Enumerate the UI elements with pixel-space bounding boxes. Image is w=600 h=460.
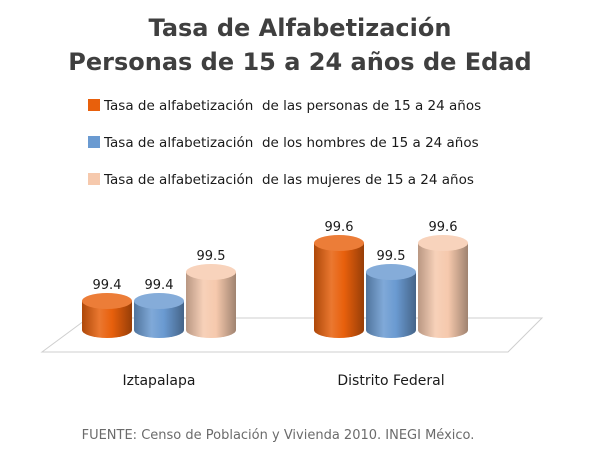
legend-swatch-mujeres xyxy=(88,173,100,185)
legend-label-mujeres: Tasa de alfabetización de las mujeres de… xyxy=(103,172,474,188)
bar-body xyxy=(134,301,184,338)
bar-top xyxy=(186,264,236,280)
data-label-hombres-distrito-federal: 99.5 xyxy=(377,249,406,264)
data-label-mujeres-iztapalapa: 99.5 xyxy=(197,249,226,264)
bar-body xyxy=(366,272,416,338)
bar-mujeres-iztapalapa: 99.5 xyxy=(186,249,236,338)
chart-title-line-2: Personas de 15 a 24 años de Edad xyxy=(68,48,531,76)
source-note: FUENTE: Censo de Población y Vivienda 20… xyxy=(82,428,475,443)
bar-body xyxy=(82,301,132,338)
bar-top xyxy=(314,235,364,251)
legend-item-hombres: Tasa de alfabetización de los hombres de… xyxy=(88,135,479,151)
legend-swatch-personas xyxy=(88,99,100,111)
legend-label-personas: Tasa de alfabetización de las personas d… xyxy=(103,98,481,114)
bar-body xyxy=(418,243,468,338)
bar-personas-iztapalapa: 99.4 xyxy=(82,278,132,338)
category-label-iztapalapa: Iztapalapa xyxy=(123,373,196,389)
legend: Tasa de alfabetización de las personas d… xyxy=(88,98,481,188)
bar-top xyxy=(418,235,468,251)
bar-mujeres-distrito-federal: 99.6 xyxy=(418,220,468,338)
data-label-personas-distrito-federal: 99.6 xyxy=(325,220,354,235)
data-label-mujeres-distrito-federal: 99.6 xyxy=(429,220,458,235)
legend-item-mujeres: Tasa de alfabetización de las mujeres de… xyxy=(88,172,474,188)
bars: 99.4 99.4 99.5 99.6 99.5 99.6 xyxy=(82,220,468,338)
legend-label-hombres: Tasa de alfabetización de los hombres de… xyxy=(103,135,479,151)
bar-body xyxy=(314,243,364,338)
bar-top xyxy=(366,264,416,280)
legend-item-personas: Tasa de alfabetización de las personas d… xyxy=(88,98,481,114)
bar-hombres-iztapalapa: 99.4 xyxy=(134,278,184,338)
bar-personas-distrito-federal: 99.6 xyxy=(314,220,364,338)
bar-top xyxy=(134,293,184,309)
legend-swatch-hombres xyxy=(88,136,100,148)
bar-body xyxy=(186,272,236,338)
data-label-hombres-iztapalapa: 99.4 xyxy=(145,278,174,293)
chart-title-line-1: Tasa de Alfabetización xyxy=(149,14,452,42)
data-label-personas-iztapalapa: 99.4 xyxy=(93,278,122,293)
bar-hombres-distrito-federal: 99.5 xyxy=(366,249,416,338)
bar-top xyxy=(82,293,132,309)
category-label-distrito-federal: Distrito Federal xyxy=(337,373,444,389)
